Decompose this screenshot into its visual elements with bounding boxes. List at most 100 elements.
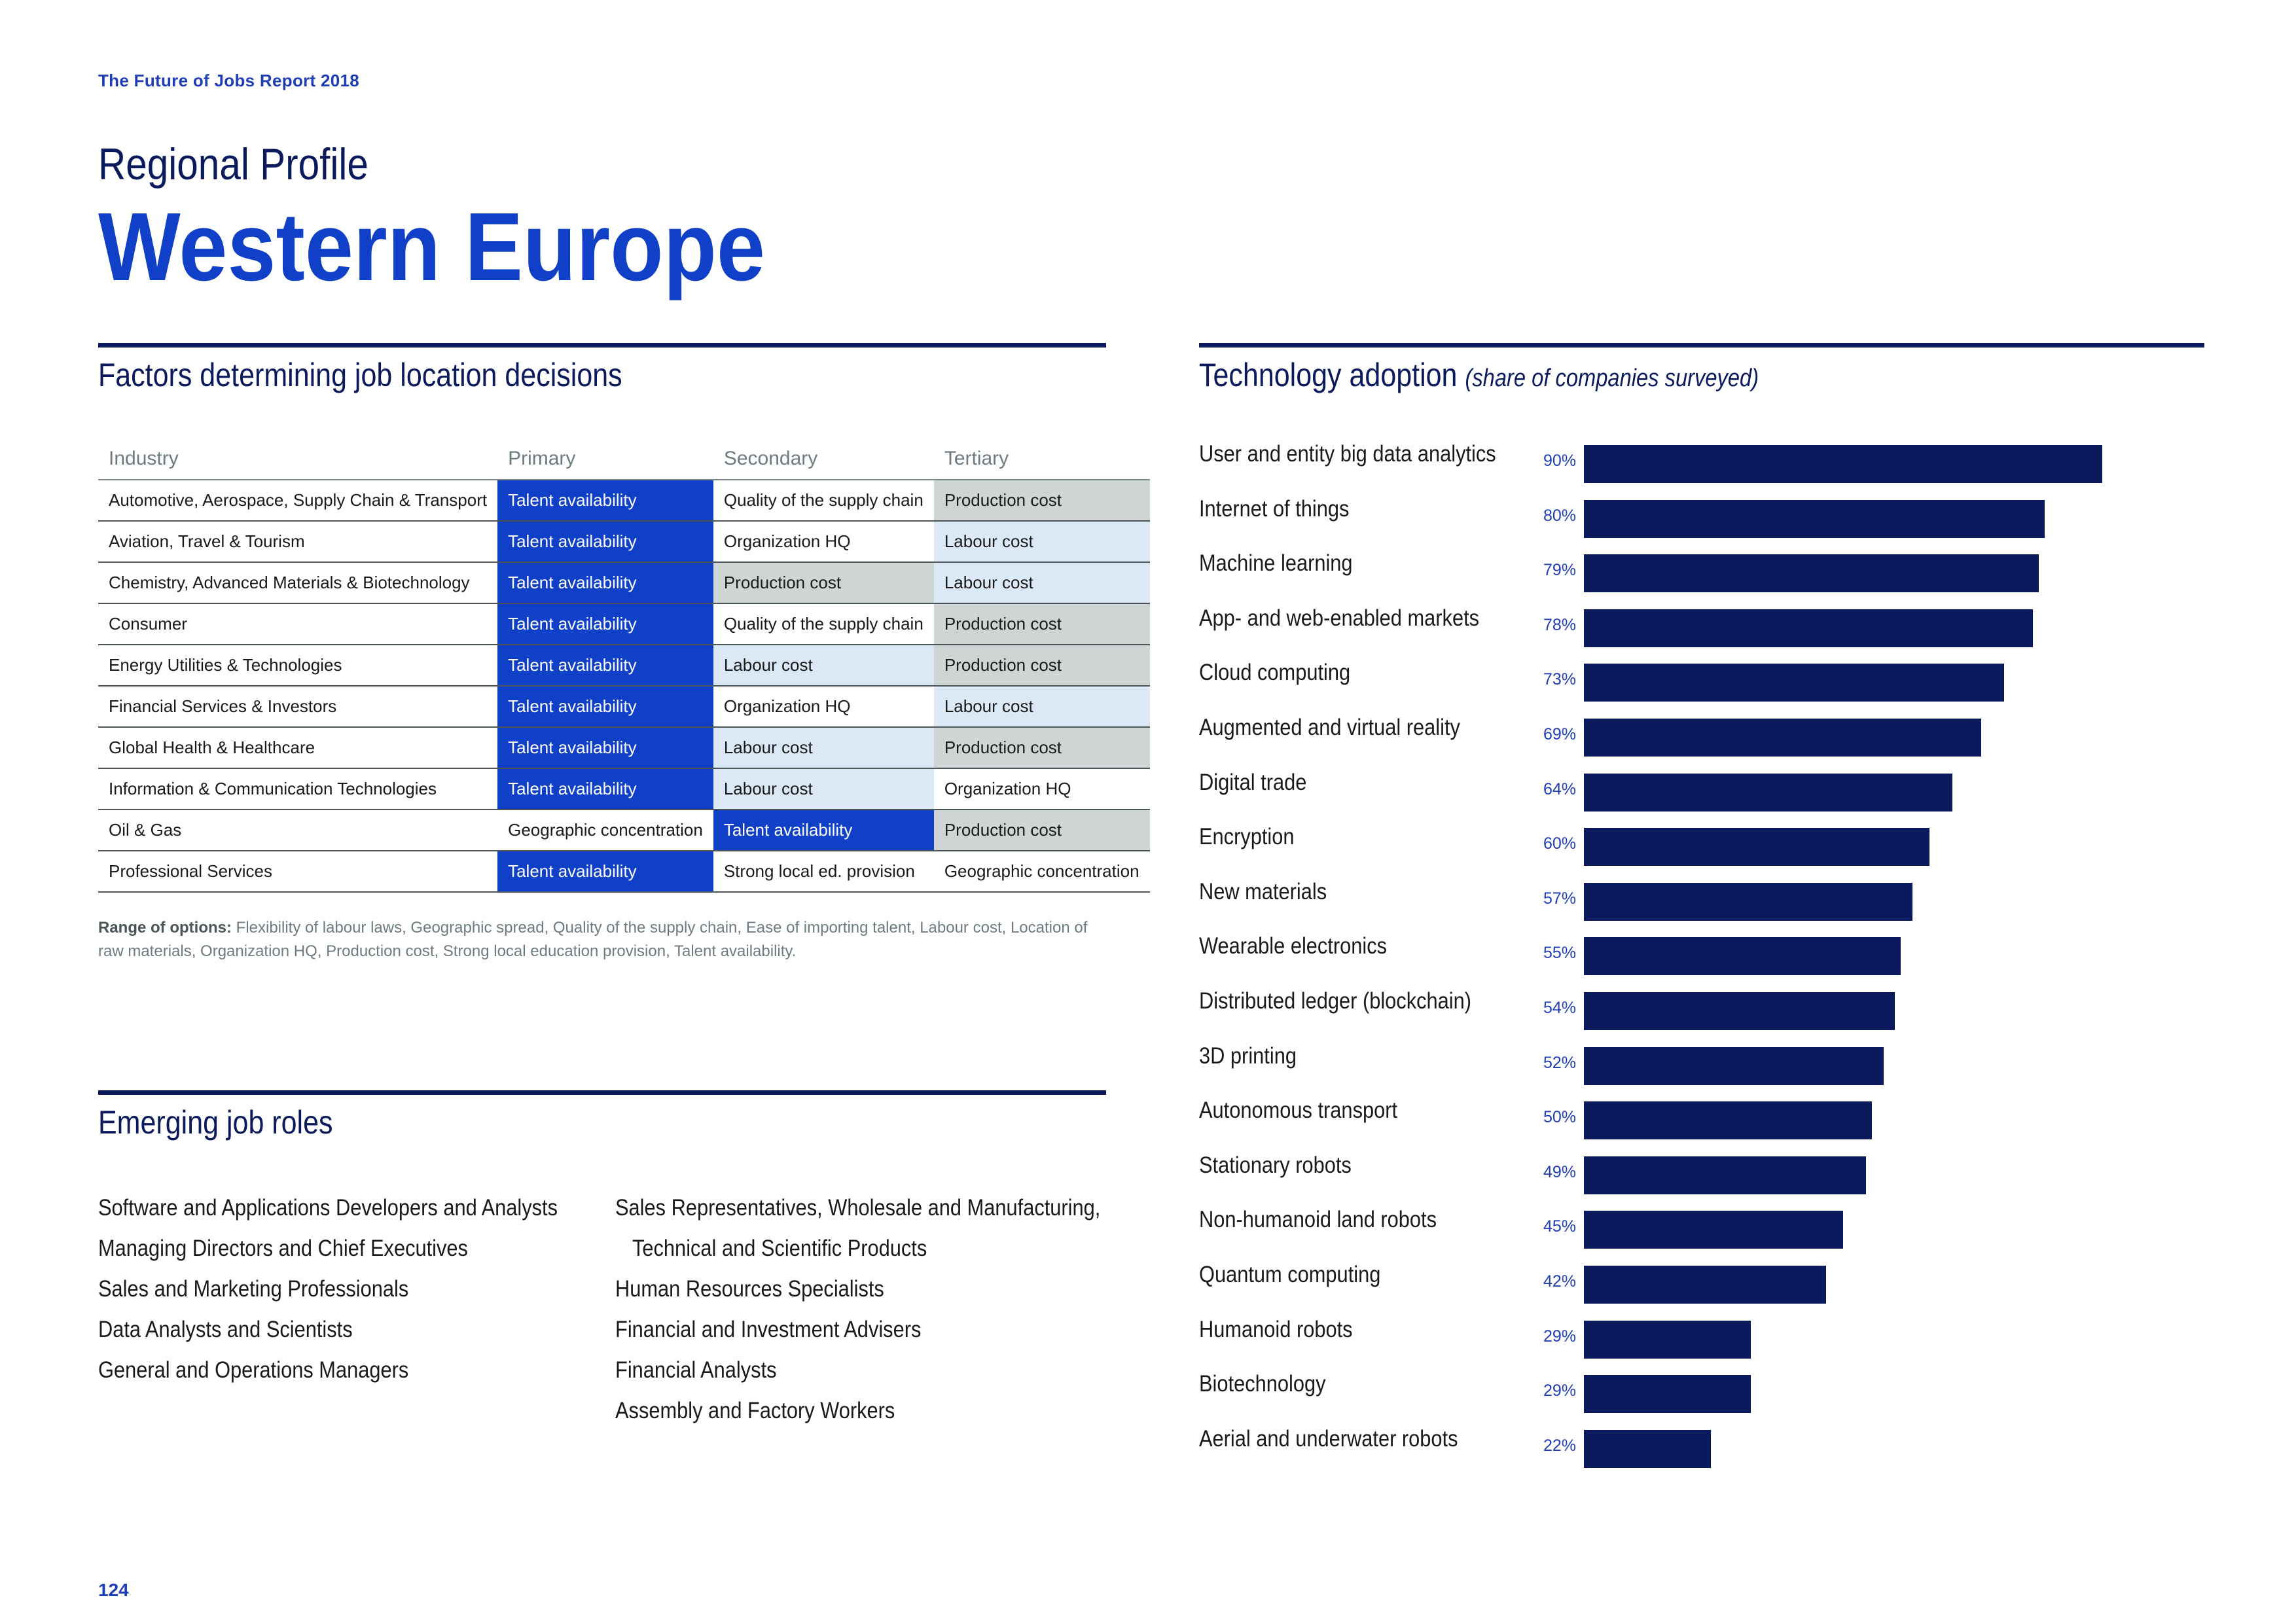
- col-tertiary: Tertiary: [933, 442, 1150, 480]
- tech-value-label: 64%: [1543, 780, 1577, 798]
- tech-bar: [1584, 1321, 1751, 1359]
- primary-cell: Talent availability: [497, 603, 713, 645]
- factors-body: Automotive, Aerospace, Supply Chain & Tr…: [98, 480, 1150, 893]
- role-item: Data Analysts and Scientists: [98, 1317, 353, 1342]
- tech-title-main: Technology adoption: [1199, 357, 1458, 393]
- primary-cell: Geographic concentration: [497, 810, 713, 851]
- tech-title-note: (share of companies surveyed): [1465, 365, 1759, 392]
- tech-label: Humanoid robots: [1199, 1317, 1353, 1342]
- region-subtitle: Regional Profile: [98, 139, 368, 189]
- primary-cell: Talent availability: [497, 480, 713, 522]
- tech-label: Autonomous transport: [1199, 1097, 1398, 1123]
- factors-row: Energy Utilities & Technologies Talent av…: [98, 645, 1150, 687]
- roles-rule: [98, 1090, 1106, 1095]
- role-item: Software and Applications Developers and…: [98, 1195, 558, 1221]
- tertiary-cell: Organization HQ: [933, 768, 1150, 810]
- primary-cell: Talent availability: [497, 645, 713, 687]
- tech-value-label: 80%: [1543, 507, 1577, 525]
- factors-row: Information & Communication Technologies…: [98, 768, 1150, 810]
- tertiary-cell: Production cost: [933, 645, 1150, 687]
- tech-value-label: 60%: [1543, 834, 1577, 853]
- tech-value-label: 55%: [1543, 944, 1577, 962]
- tech-value-label: 90%: [1543, 452, 1577, 470]
- tech-value-label: 29%: [1543, 1382, 1577, 1400]
- factors-row: Automotive, Aerospace, Supply Chain & Tr…: [98, 480, 1150, 522]
- tech-rule: [1199, 343, 2204, 348]
- factors-row: Consumer Talent availability Quality of th…: [98, 603, 1150, 645]
- tech-bar: [1584, 774, 1952, 812]
- role-item: Assembly and Factory Workers: [615, 1398, 895, 1423]
- tech-bar: [1584, 1211, 1843, 1249]
- industry-cell: Professional Services: [98, 851, 498, 893]
- tech-label: Machine learning: [1199, 550, 1353, 576]
- factors-rule: [98, 343, 1106, 348]
- tech-value-label: 49%: [1543, 1163, 1577, 1181]
- primary-cell: Talent availability: [497, 521, 713, 563]
- primary-cell: Talent availability: [497, 768, 713, 810]
- tech-bar: [1584, 719, 1981, 757]
- secondary-cell: Talent availability: [713, 810, 934, 851]
- factors-row: Professional Services Talent availability…: [98, 851, 1150, 893]
- secondary-cell: Quality of the supply chain: [713, 480, 934, 522]
- tech-label: New materials: [1199, 879, 1327, 904]
- industry-cell: Automotive, Aerospace, Supply Chain & Tr…: [98, 480, 498, 522]
- tech-bar: [1584, 445, 2102, 483]
- tertiary-cell: Production cost: [933, 603, 1150, 645]
- tech-bar: [1584, 828, 1929, 866]
- tertiary-cell: Production cost: [933, 480, 1150, 522]
- tech-value-label: 52%: [1543, 1054, 1577, 1072]
- tech-label: App- and web-enabled markets: [1199, 605, 1480, 631]
- factors-row: Financial Services & Investors Talent ava…: [98, 686, 1150, 728]
- tech-bar: [1584, 883, 1912, 921]
- tech-bar: [1584, 1266, 1826, 1304]
- tech-label: 3D printing: [1199, 1043, 1297, 1069]
- tech-bar: [1584, 1430, 1711, 1468]
- tech-label: Cloud computing: [1199, 660, 1351, 685]
- tech-label: Quantum computing: [1199, 1262, 1381, 1287]
- role-item: Sales and Marketing Professionals: [98, 1276, 409, 1302]
- tech-value-label: 54%: [1543, 999, 1577, 1017]
- tech-value-label: 22%: [1543, 1436, 1577, 1455]
- tech-label: Stationary robots: [1199, 1152, 1352, 1178]
- roles-title: Emerging job roles: [98, 1104, 333, 1141]
- industry-cell: Consumer: [98, 603, 498, 645]
- secondary-cell: Production cost: [713, 562, 934, 604]
- region-title: Western Europe: [98, 193, 765, 301]
- tech-label: Encryption: [1199, 824, 1295, 849]
- tech-bar: [1584, 992, 1895, 1030]
- tech-value-label: 79%: [1543, 561, 1577, 579]
- secondary-cell: Organization HQ: [713, 521, 934, 563]
- range-label: Range of options:: [98, 919, 232, 936]
- industry-cell: Global Health & Healthcare: [98, 727, 498, 769]
- report-title: The Future of Jobs Report 2018: [98, 71, 360, 90]
- role-item: Managing Directors and Chief Executives: [98, 1236, 468, 1261]
- tertiary-cell: Labour cost: [933, 562, 1150, 604]
- tech-label: Wearable electronics: [1199, 933, 1388, 959]
- range-text: Flexibility of labour laws, Geographic s…: [98, 919, 1088, 960]
- tech-bar: [1584, 554, 2039, 592]
- tech-bar: [1584, 500, 2045, 538]
- tech-value-label: 78%: [1543, 616, 1577, 634]
- tech-label: User and entity big data analytics: [1199, 441, 1496, 467]
- tech-value-label: 45%: [1543, 1217, 1577, 1236]
- tech-label: Internet of things: [1199, 496, 1350, 522]
- tech-label: Augmented and virtual reality: [1199, 715, 1460, 740]
- industry-cell: Aviation, Travel & Tourism: [98, 521, 498, 563]
- factors-header-row: Industry Primary Secondary Tertiary: [98, 442, 1150, 480]
- factors-title: Factors determining job location decisio…: [98, 357, 622, 393]
- factors-row: Global Health & Healthcare Talent availab…: [98, 727, 1150, 769]
- tech-bar: [1584, 1101, 1872, 1139]
- range-of-options: Range of options: Flexibility of labour …: [98, 916, 1106, 963]
- col-primary: Primary: [497, 442, 713, 480]
- tech-bar: [1584, 1156, 1866, 1194]
- secondary-cell: Strong local ed. provision: [713, 851, 934, 893]
- tertiary-cell: Production cost: [933, 810, 1150, 851]
- tech-value-label: 69%: [1543, 725, 1577, 743]
- tech-label: Digital trade: [1199, 770, 1307, 795]
- industry-cell: Information & Communication Technologies: [98, 768, 498, 810]
- primary-cell: Talent availability: [497, 686, 713, 728]
- tech-bar: [1584, 937, 1901, 975]
- industry-cell: Energy Utilities & Technologies: [98, 645, 498, 687]
- industry-cell: Chemistry, Advanced Materials & Biotechn…: [98, 562, 498, 604]
- tech-label: Aerial and underwater robots: [1199, 1426, 1458, 1452]
